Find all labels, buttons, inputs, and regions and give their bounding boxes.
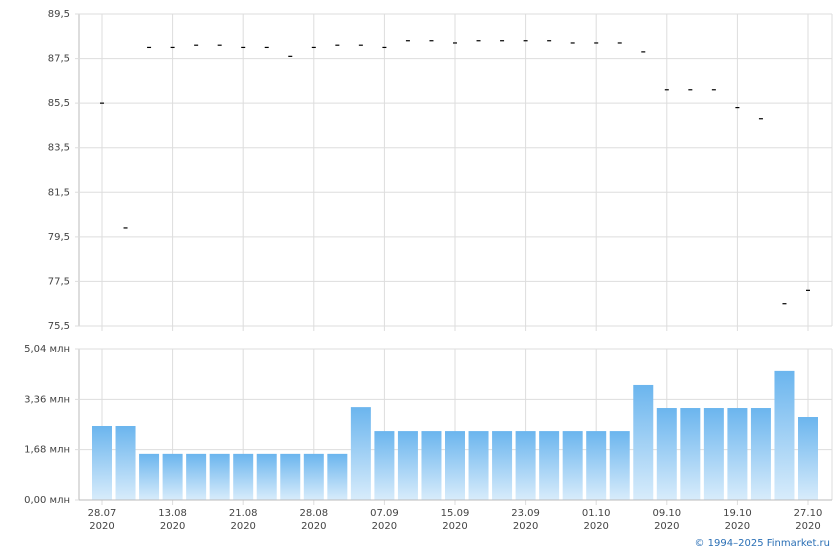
y-tick-label: 75,5 <box>48 321 70 332</box>
x-tick-label: 01.10 <box>582 508 611 519</box>
x-tick-label: 28.08 <box>299 508 328 519</box>
volume-bar <box>492 431 513 500</box>
x-tick-year: 2020 <box>654 521 679 532</box>
volume-bar <box>562 431 583 500</box>
volume-bar <box>750 408 771 500</box>
y-tick-label: 79,5 <box>48 232 70 243</box>
y-tick-label: 5,04 млн <box>24 344 70 355</box>
volume-bar <box>374 431 395 500</box>
volume-bar <box>798 417 818 500</box>
y-tick-label: 77,5 <box>48 276 70 287</box>
volume-bar <box>609 431 630 500</box>
y-tick-label: 3,36 млн <box>24 394 70 405</box>
y-tick-label: 85,5 <box>48 98 70 109</box>
y-tick-label: 87,5 <box>48 54 70 65</box>
volume-bar <box>727 408 748 500</box>
volume-bar <box>280 453 301 500</box>
footer: © 1994–2025 Finmarket.ru <box>694 538 830 549</box>
x-tick-label: 19.10 <box>723 508 752 519</box>
volume-bar <box>468 431 489 500</box>
volume-bar <box>256 453 277 500</box>
y-tick-label: 1,68 млн <box>24 445 70 456</box>
volume-bar <box>633 384 654 500</box>
volume-bar <box>350 407 371 500</box>
x-tick-year: 2020 <box>230 521 255 532</box>
volume-bar <box>139 453 160 500</box>
x-tick-label: 15.09 <box>441 508 470 519</box>
x-tick-year: 2020 <box>301 521 326 532</box>
x-tick-label: 21.08 <box>229 508 258 519</box>
volume-bar <box>656 408 677 500</box>
y-tick-label: 89,5 <box>48 9 70 20</box>
x-tick-label: 13.08 <box>158 508 187 519</box>
volume-bar <box>186 453 207 500</box>
y-tick-label: 0,00 млн <box>24 495 70 506</box>
x-tick-year: 2020 <box>513 521 538 532</box>
volume-bar <box>680 408 701 500</box>
volume-bar <box>774 370 795 500</box>
x-tick-label: 28.07 <box>88 508 117 519</box>
volume-bar <box>303 453 324 500</box>
volume-bar <box>515 431 536 500</box>
x-tick-year: 2020 <box>725 521 750 532</box>
volume-bar <box>162 453 183 500</box>
x-tick-year: 2020 <box>160 521 185 532</box>
x-tick-label: 07.09 <box>370 508 399 519</box>
volume-bar <box>703 408 724 500</box>
x-tick-label: 23.09 <box>511 508 540 519</box>
volume-bar <box>327 453 348 500</box>
x-tick-year: 2020 <box>442 521 467 532</box>
volume-bar <box>586 431 607 500</box>
volume-bar <box>92 425 112 500</box>
y-tick-label: 83,5 <box>48 143 70 154</box>
x-tick-year: 2020 <box>89 521 114 532</box>
volume-bar <box>115 425 136 500</box>
x-tick-year: 2020 <box>583 521 608 532</box>
x-tick-year: 2020 <box>795 521 820 532</box>
volume-bar <box>397 431 418 500</box>
volume-bar <box>209 453 230 500</box>
volume-bar <box>421 431 442 500</box>
volume-bar <box>539 431 560 500</box>
x-tick-year: 2020 <box>372 521 397 532</box>
volume-bar <box>445 431 465 500</box>
x-tick-label: 09.10 <box>652 508 681 519</box>
y-tick-label: 81,5 <box>48 187 70 198</box>
volume-bar <box>233 453 254 500</box>
x-tick-label: 27.10 <box>794 508 823 519</box>
